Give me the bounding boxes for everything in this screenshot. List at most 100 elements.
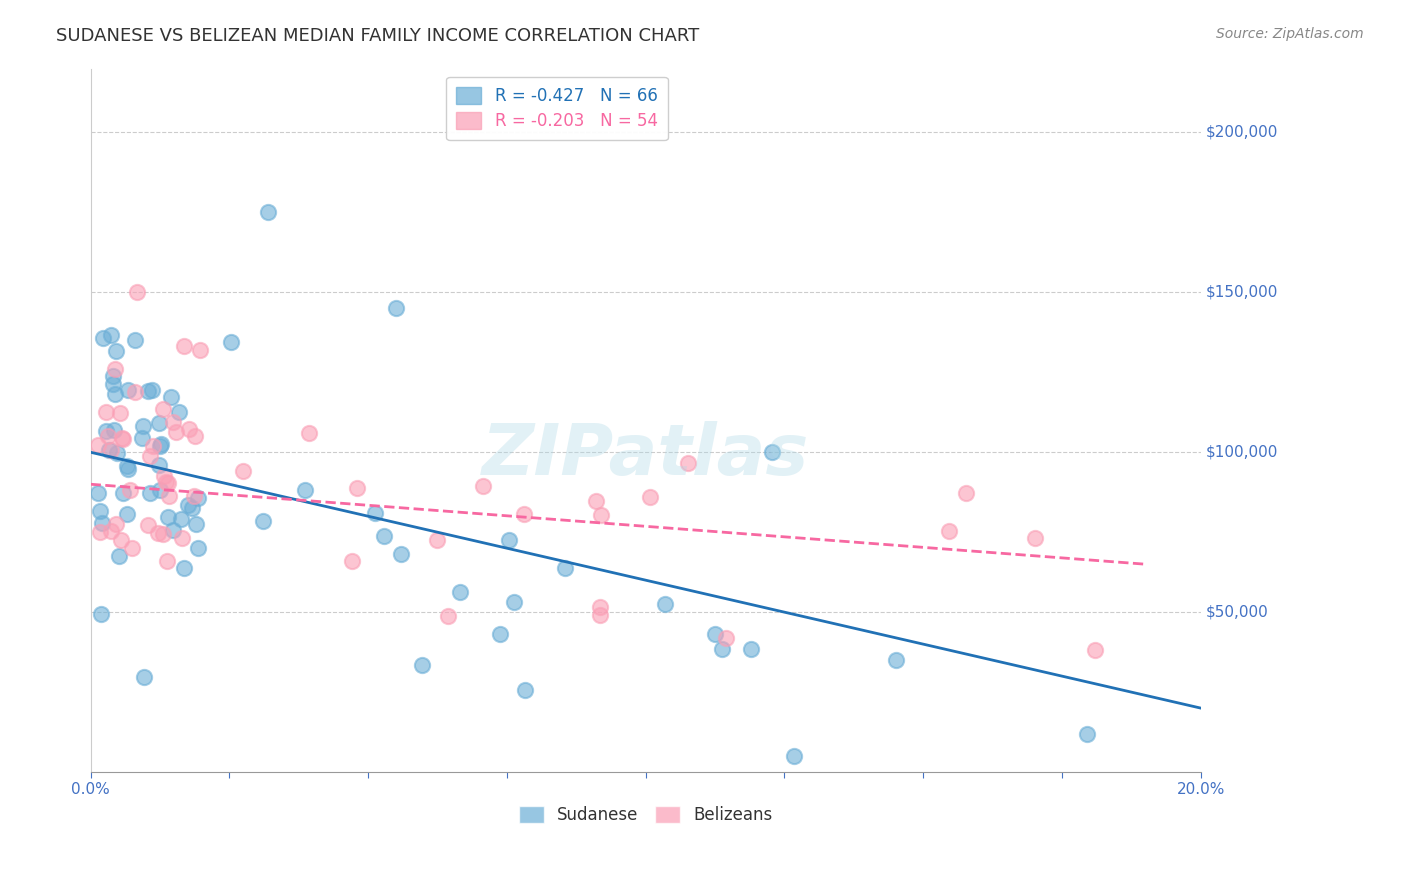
Sudanese (373, 529, 395, 543)
Sudanese (117, 383, 139, 397)
Belizeans (157, 489, 180, 503)
Belizeans (585, 494, 607, 508)
Belizeans (183, 489, 205, 503)
Belizeans (1083, 643, 1105, 657)
Belizeans (1024, 531, 1046, 545)
Sudanese (89, 504, 111, 518)
Sudanese (149, 483, 172, 497)
Sudanese (131, 431, 153, 445)
Sudanese (176, 498, 198, 512)
Sudanese (173, 560, 195, 574)
Belizeans (184, 429, 207, 443)
Sudanese (187, 541, 209, 555)
Text: $50,000: $50,000 (1206, 605, 1270, 620)
Sudanese (385, 301, 408, 316)
Belizeans (89, 524, 111, 539)
Belizeans (108, 407, 131, 421)
Sudanese (498, 533, 520, 548)
Belizeans (340, 553, 363, 567)
Sudanese (148, 439, 170, 453)
Sudanese (884, 653, 907, 667)
Sudanese (294, 483, 316, 498)
Y-axis label: Median Family Income: Median Family Income (0, 327, 8, 513)
Belizeans (162, 416, 184, 430)
Belizeans (121, 541, 143, 556)
Belizeans (173, 338, 195, 352)
Belizeans (166, 425, 188, 439)
Text: $200,000: $200,000 (1206, 125, 1278, 140)
Belizeans (232, 464, 254, 478)
Belizeans (589, 607, 612, 622)
Sudanese (148, 416, 170, 430)
Sudanese (710, 642, 733, 657)
Sudanese (104, 344, 127, 359)
Belizeans (153, 468, 176, 483)
Belizeans (100, 524, 122, 538)
Sudanese (186, 517, 208, 532)
Sudanese (1076, 727, 1098, 741)
Sudanese (134, 670, 156, 684)
Sudanese (704, 627, 727, 641)
Belizeans (513, 507, 536, 521)
Belizeans (148, 526, 170, 541)
Belizeans (716, 632, 738, 646)
Belizeans (139, 449, 162, 463)
Sudanese (411, 657, 433, 672)
Text: Source: ZipAtlas.com: Source: ZipAtlas.com (1216, 27, 1364, 41)
Sudanese (104, 387, 127, 401)
Sudanese (90, 607, 112, 622)
Legend: Sudanese, Belizeans: Sudanese, Belizeans (509, 796, 783, 834)
Sudanese (257, 205, 280, 219)
Sudanese (96, 424, 118, 438)
Sudanese (107, 549, 129, 563)
Belizeans (136, 518, 159, 533)
Sudanese (782, 749, 804, 764)
Belizeans (112, 432, 135, 446)
Belizeans (155, 475, 177, 489)
Belizeans (156, 554, 179, 568)
Sudanese (103, 424, 125, 438)
Belizeans (638, 490, 661, 504)
Sudanese (117, 462, 139, 476)
Belizeans (298, 426, 321, 441)
Sudanese (513, 683, 536, 698)
Sudanese (157, 510, 180, 524)
Sudanese (488, 627, 510, 641)
Belizeans (87, 438, 110, 452)
Belizeans (103, 361, 125, 376)
Sudanese (503, 595, 526, 609)
Belizeans (152, 527, 174, 541)
Sudanese (160, 390, 183, 404)
Sudanese (181, 500, 204, 515)
Sudanese (740, 641, 762, 656)
Belizeans (118, 483, 141, 497)
Belizeans (142, 439, 165, 453)
Sudanese (98, 442, 121, 457)
Sudanese (449, 585, 471, 599)
Text: ZIPatlas: ZIPatlas (482, 421, 810, 490)
Belizeans (426, 533, 449, 547)
Sudanese (761, 444, 783, 458)
Sudanese (105, 446, 128, 460)
Belizeans (676, 456, 699, 470)
Belizeans (589, 600, 612, 615)
Belizeans (156, 475, 179, 490)
Sudanese (124, 333, 146, 347)
Sudanese (100, 328, 122, 343)
Text: SUDANESE VS BELIZEAN MEDIAN FAMILY INCOME CORRELATION CHART: SUDANESE VS BELIZEAN MEDIAN FAMILY INCOM… (56, 27, 700, 45)
Text: $100,000: $100,000 (1206, 445, 1278, 459)
Sudanese (219, 334, 242, 349)
Sudanese (131, 419, 153, 434)
Sudanese (654, 597, 676, 611)
Belizeans (104, 517, 127, 532)
Belizeans (100, 443, 122, 458)
Belizeans (177, 422, 200, 436)
Sudanese (91, 331, 114, 345)
Sudanese (389, 548, 412, 562)
Sudanese (139, 486, 162, 500)
Sudanese (115, 508, 138, 522)
Belizeans (97, 429, 120, 443)
Sudanese (162, 523, 184, 537)
Sudanese (149, 436, 172, 450)
Sudanese (187, 491, 209, 505)
